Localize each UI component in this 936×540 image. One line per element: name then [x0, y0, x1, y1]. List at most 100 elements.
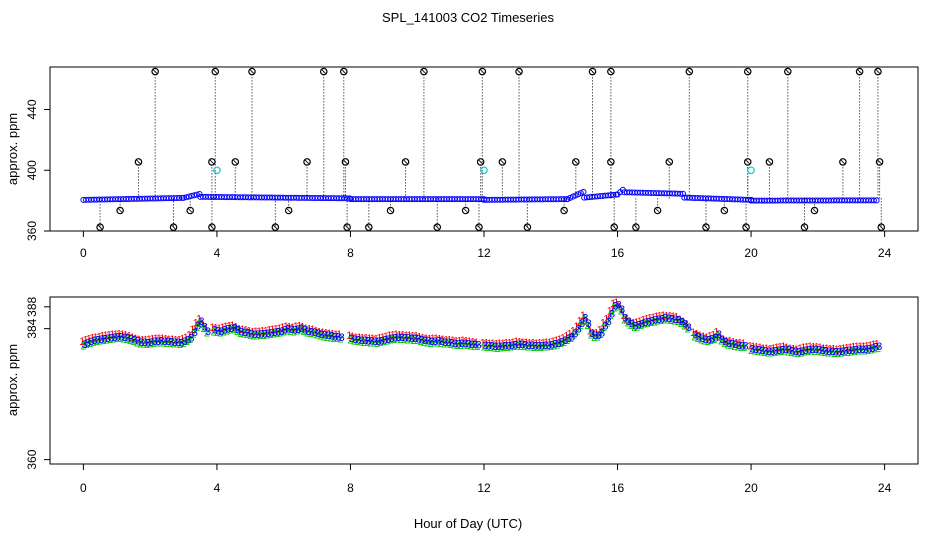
series-1-marker: 1 [219, 322, 225, 334]
series-1-marker: 1 [189, 324, 195, 336]
series-3-marker: 3 [392, 332, 398, 344]
series-2-marker: 2 [751, 345, 757, 357]
series-2-marker: 2 [351, 335, 357, 347]
series-1-marker: 1 [874, 338, 880, 350]
spike-low-point-mark [344, 224, 350, 230]
spike-low-point-mark [366, 224, 372, 230]
spike-mid-point-mark [667, 159, 672, 165]
spike-high-point-mark [480, 69, 485, 74]
series-1-marker: 1 [577, 315, 583, 327]
series-2-marker: 2 [407, 335, 413, 347]
series-2-marker: 2 [771, 347, 777, 359]
series-3-marker: 3 [582, 313, 588, 325]
series-1-marker: 1 [179, 333, 185, 345]
series-3-marker: 3 [212, 325, 218, 337]
series-1-marker: 1 [627, 316, 633, 328]
series-3-marker: 3 [429, 336, 435, 348]
series-2-marker: 2 [80, 341, 86, 353]
series-1-marker: 1 [567, 329, 573, 341]
series-3-marker: 3 [445, 337, 451, 349]
series-1-marker: 1 [236, 324, 242, 336]
spike-low-point [433, 223, 442, 232]
series-1-marker: 1 [146, 334, 152, 346]
series-1-marker: 1 [536, 338, 542, 350]
series-3-marker: 3 [265, 328, 271, 340]
series-1-marker: 1 [173, 334, 179, 346]
series-1-marker: 1 [423, 333, 429, 345]
spike-mid-point [607, 158, 615, 166]
series-1-marker: 1 [373, 333, 379, 345]
series-1-marker: 1 [309, 324, 315, 336]
series-2-marker: 2 [818, 347, 824, 359]
spike-low-point-mark [633, 224, 639, 230]
spike-high-point-mark [785, 69, 791, 74]
series-1-marker: 1 [470, 336, 476, 348]
series-3-marker: 3 [843, 345, 849, 357]
series-1-marker: 1 [446, 335, 452, 347]
series-3-line [140, 320, 208, 343]
series-3-marker: 3 [769, 346, 775, 358]
spike-low-point [610, 223, 619, 232]
series-1-marker: 1 [266, 325, 272, 337]
series-2-marker: 2 [604, 318, 610, 330]
series-2-marker: 2 [301, 326, 307, 338]
top-y-axis: 360 400 440 [25, 99, 50, 241]
series-1-marker: 1 [283, 321, 289, 333]
series-2-marker: 2 [635, 321, 641, 333]
series-1-marker: 1 [550, 336, 556, 348]
spike-low-point [365, 223, 373, 232]
series-2-marker: 2 [438, 338, 444, 350]
spike-high-point [855, 67, 864, 76]
series-3-marker: 3 [733, 339, 739, 351]
series-1-line [213, 324, 341, 335]
series-2-marker: 2 [217, 327, 223, 339]
series-1-marker: 1 [213, 323, 219, 335]
series-2-marker: 2 [581, 314, 587, 326]
series-2-marker: 2 [384, 335, 390, 347]
spike-mid-point-mark [233, 159, 238, 165]
spike-mid-point [208, 158, 216, 166]
spike-mid-point-mark [209, 159, 215, 165]
series-1-marker: 1 [500, 338, 506, 350]
series-1-marker: 1 [159, 333, 165, 345]
series-3-marker: 3 [415, 333, 421, 345]
series-3-marker: 3 [723, 337, 729, 349]
series-3-marker: 3 [255, 329, 261, 341]
series-2-marker: 2 [488, 342, 494, 354]
spike-mid-point [765, 158, 774, 166]
series-2-marker: 2 [735, 342, 741, 354]
series-1-marker: 1 [256, 326, 262, 338]
series-1-marker: 1 [370, 333, 376, 345]
series-1-marker: 1 [847, 342, 853, 354]
bottom-y-axis: 360 384 388 [25, 296, 50, 470]
baseline-point [188, 192, 195, 199]
series-3-marker: 3 [726, 338, 732, 350]
series-1-line [140, 317, 208, 341]
spike-mid-point [572, 158, 580, 166]
series-2-marker: 2 [468, 341, 474, 353]
series-2-marker: 2 [190, 329, 196, 341]
series-1-marker: 1 [436, 333, 442, 345]
series-3-marker: 3 [859, 344, 865, 356]
series-1-marker: 1 [326, 328, 332, 340]
series-3-marker: 3 [606, 316, 612, 328]
series-2-marker: 2 [291, 326, 297, 338]
series-3-marker: 3 [148, 337, 154, 349]
series-2-marker: 2 [624, 318, 630, 330]
series-3-marker: 3 [252, 329, 258, 341]
spike-mid-point-mark [478, 159, 483, 165]
series-3-marker: 3 [319, 329, 325, 341]
series-3-marker: 3 [652, 315, 658, 327]
series-1-marker: 1 [844, 342, 850, 354]
series-3-marker: 3 [282, 325, 288, 337]
series-1-marker: 1 [764, 343, 770, 355]
series-1-marker: 1 [516, 336, 522, 348]
series-2-marker: 2 [120, 333, 126, 345]
series-2-marker: 2 [160, 338, 166, 350]
spike-low-point-mark [434, 224, 440, 230]
series-3-marker: 3 [833, 346, 839, 358]
series-2-line [750, 347, 879, 354]
series-3-marker: 3 [609, 308, 615, 320]
series-3-marker: 3 [162, 336, 168, 348]
